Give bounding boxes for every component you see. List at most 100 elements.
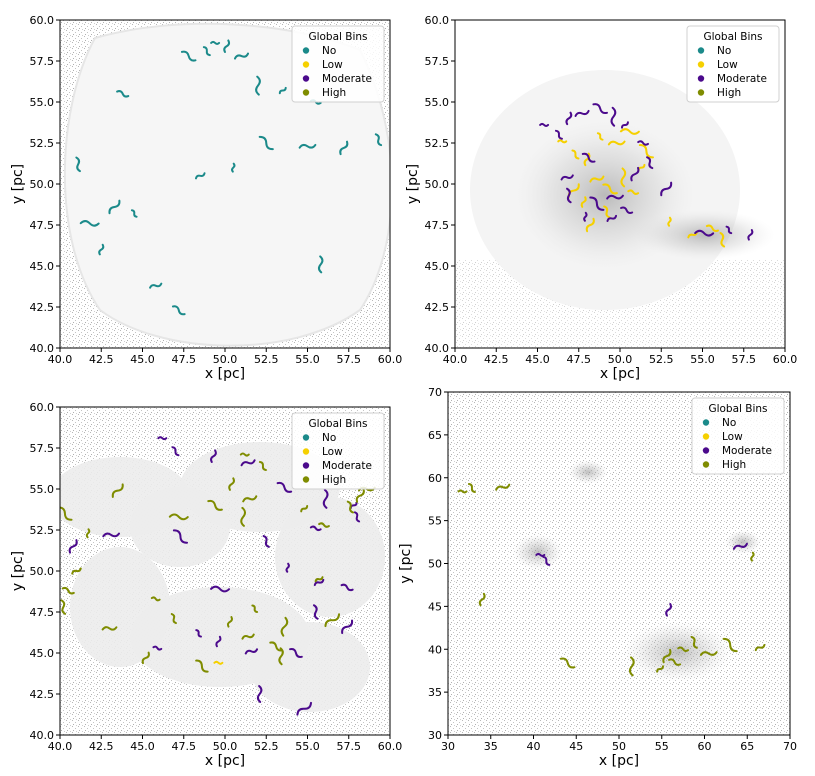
- x-tick-label: 57.5: [337, 353, 362, 366]
- data-point: [157, 436, 168, 441]
- legend-label: Low: [322, 446, 343, 458]
- data-point: [495, 483, 511, 491]
- data-point: [202, 46, 211, 57]
- data-point: [195, 629, 202, 638]
- x-axis-label: x [pc]: [205, 366, 245, 382]
- data-point: [312, 604, 319, 620]
- y-tick-label: 40: [428, 643, 442, 656]
- legend-marker: [697, 61, 705, 68]
- data-point: [687, 231, 698, 239]
- x-tick-label: 55.0: [690, 353, 715, 366]
- data-point: [317, 255, 324, 274]
- legend: Global Bins No Low Moderate High: [291, 412, 385, 490]
- data-point: [467, 483, 476, 494]
- data-point: [339, 140, 349, 156]
- x-axis-label: x [pc]: [600, 366, 640, 382]
- data-point: [628, 656, 635, 677]
- data-point: [747, 229, 754, 241]
- x-tick-label: 55: [655, 740, 669, 753]
- legend-label: No: [322, 432, 336, 444]
- y-tick-label: 70: [428, 386, 442, 399]
- y-tick-label: 55.0: [30, 483, 55, 496]
- legend: Global Bins No Low Moderate High: [691, 397, 785, 475]
- x-tick-label: 57.5: [732, 353, 757, 366]
- x-tick-label: 30: [441, 740, 455, 753]
- y-tick-label: 60.0: [30, 401, 55, 414]
- x-tick-label: 45: [569, 740, 583, 753]
- data-point: [630, 166, 640, 182]
- data-point: [111, 483, 124, 498]
- data-point: [152, 645, 163, 651]
- data-point: [289, 648, 303, 658]
- y-tick-label: 57.5: [30, 442, 55, 455]
- data-point: [258, 461, 267, 472]
- legend-label: High: [722, 459, 746, 471]
- y-tick-label: 52.5: [425, 137, 450, 150]
- y-tick-label: 35: [428, 686, 442, 699]
- data-point: [638, 144, 654, 159]
- data-point: [750, 551, 755, 562]
- data-point: [116, 90, 130, 98]
- y-tick-label: 42.5: [425, 301, 450, 314]
- legend-title: Global Bins: [703, 31, 762, 43]
- x-tick-label: 60.0: [378, 353, 403, 366]
- x-tick-label: 45.0: [525, 353, 550, 366]
- data-point: [457, 489, 468, 494]
- data-point: [581, 152, 596, 163]
- legend-marker: [702, 433, 710, 440]
- y-tick-label: 52.5: [30, 137, 55, 150]
- y-tick-label: 52.5: [30, 524, 55, 537]
- legend-label: No: [322, 45, 336, 57]
- x-tick-label: 52.5: [649, 353, 674, 366]
- data-point: [296, 701, 312, 716]
- data-point: [535, 552, 546, 557]
- data-point: [603, 205, 611, 219]
- legend: Global Bins No Low Moderate High: [686, 25, 780, 103]
- data-point: [732, 542, 748, 550]
- x-tick-label: 60.0: [773, 353, 798, 366]
- y-tick-label: 42.5: [30, 688, 55, 701]
- x-tick-label: 42.5: [89, 353, 114, 366]
- data-point: [269, 641, 284, 652]
- legend-title: Global Bins: [308, 418, 367, 430]
- legend-marker: [302, 47, 310, 54]
- x-tick-label: 50.0: [213, 740, 238, 753]
- data-point: [665, 603, 672, 617]
- x-tick-label: 52.5: [254, 740, 279, 753]
- legend-marker: [702, 447, 710, 454]
- data-point: [722, 637, 738, 653]
- data-point: [150, 596, 161, 602]
- legend-marker: [302, 434, 310, 441]
- x-tick-label: 45.0: [130, 353, 155, 366]
- legend-marker: [702, 461, 710, 468]
- data-point: [589, 196, 605, 211]
- y-tick-label: 42.5: [30, 301, 55, 314]
- data-point: [300, 505, 309, 513]
- legend: Global Bins No Low Moderate High: [291, 25, 385, 103]
- data-point: [542, 555, 551, 566]
- y-tick-label: 47.5: [30, 219, 55, 232]
- legend-marker: [302, 476, 310, 483]
- data-point: [699, 651, 718, 656]
- data-point: [619, 128, 640, 135]
- data-point: [340, 583, 354, 592]
- legend-label: Moderate: [722, 445, 772, 457]
- data-point: [298, 143, 317, 149]
- legend-label: High: [322, 87, 346, 99]
- data-point: [346, 500, 355, 514]
- data-point: [610, 106, 617, 127]
- data-point: [210, 449, 217, 463]
- legend-marker: [697, 75, 705, 82]
- data-point: [583, 211, 588, 222]
- data-point: [606, 194, 624, 200]
- x-axis-label: x [pc]: [205, 753, 245, 769]
- data-point: [580, 196, 587, 208]
- data-point: [322, 488, 329, 509]
- data-point: [341, 619, 354, 635]
- data-point: [620, 206, 634, 214]
- data-point: [210, 40, 221, 45]
- legend-marker: [302, 61, 310, 68]
- legend-marker: [302, 448, 310, 455]
- legend-marker: [302, 89, 310, 96]
